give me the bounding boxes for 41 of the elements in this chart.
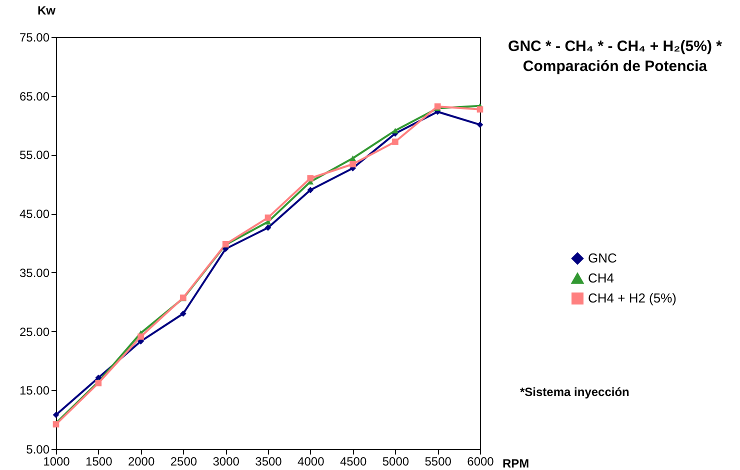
- x-tick-label: 2000: [128, 454, 155, 468]
- y-tick-label: 25.00: [19, 324, 50, 339]
- x-tick-label: 1000: [43, 454, 70, 468]
- point: [180, 310, 186, 317]
- x-tick-label: 5000: [382, 454, 410, 468]
- text: GNC * - CH₄ * - CH₄ + H₂(5%) *: [507, 38, 723, 55]
- point: [264, 214, 272, 221]
- legend-label: GNC: [588, 250, 617, 266]
- y-axis-title: Kw: [38, 4, 56, 18]
- x-tick-label: 3500: [255, 454, 282, 468]
- x-axis-title: RPM: [502, 456, 530, 470]
- y-tick-label: 55.00: [19, 148, 50, 162]
- legend-label: CH4: [588, 270, 614, 286]
- y-tick-label: 45.00: [19, 207, 50, 222]
- y-tick-label: 15.00: [19, 384, 50, 398]
- x-tick-label: 4000: [298, 454, 325, 468]
- point: [392, 138, 398, 145]
- point: [264, 224, 272, 231]
- y-tick-label: 35.00: [19, 266, 50, 280]
- x-tick-label: 3000: [212, 454, 240, 468]
- text: Comparación de Potencia: [522, 58, 708, 75]
- point: [307, 186, 314, 194]
- point: [350, 156, 356, 161]
- x-tick-label: 6000: [467, 454, 494, 468]
- point: [95, 374, 102, 381]
- x-tick-label: 2500: [170, 454, 198, 468]
- point: [350, 160, 356, 168]
- y-tick-label: 75.00: [19, 30, 50, 44]
- x-tick-label: 1500: [86, 454, 113, 468]
- point: [307, 175, 314, 182]
- x-tick-label: 5500: [424, 454, 452, 468]
- point: [476, 122, 484, 128]
- y-tick-label: 5.00: [26, 442, 50, 456]
- point: [476, 106, 484, 113]
- point: [392, 128, 398, 134]
- text: *Sistema inyección: [520, 385, 630, 399]
- legend-label: CH4 + H2 (5%): [588, 290, 676, 306]
- point: [138, 333, 144, 340]
- x-tick-label: 4500: [340, 454, 367, 468]
- y-tick-label: 65.00: [19, 89, 50, 104]
- point: [52, 412, 60, 418]
